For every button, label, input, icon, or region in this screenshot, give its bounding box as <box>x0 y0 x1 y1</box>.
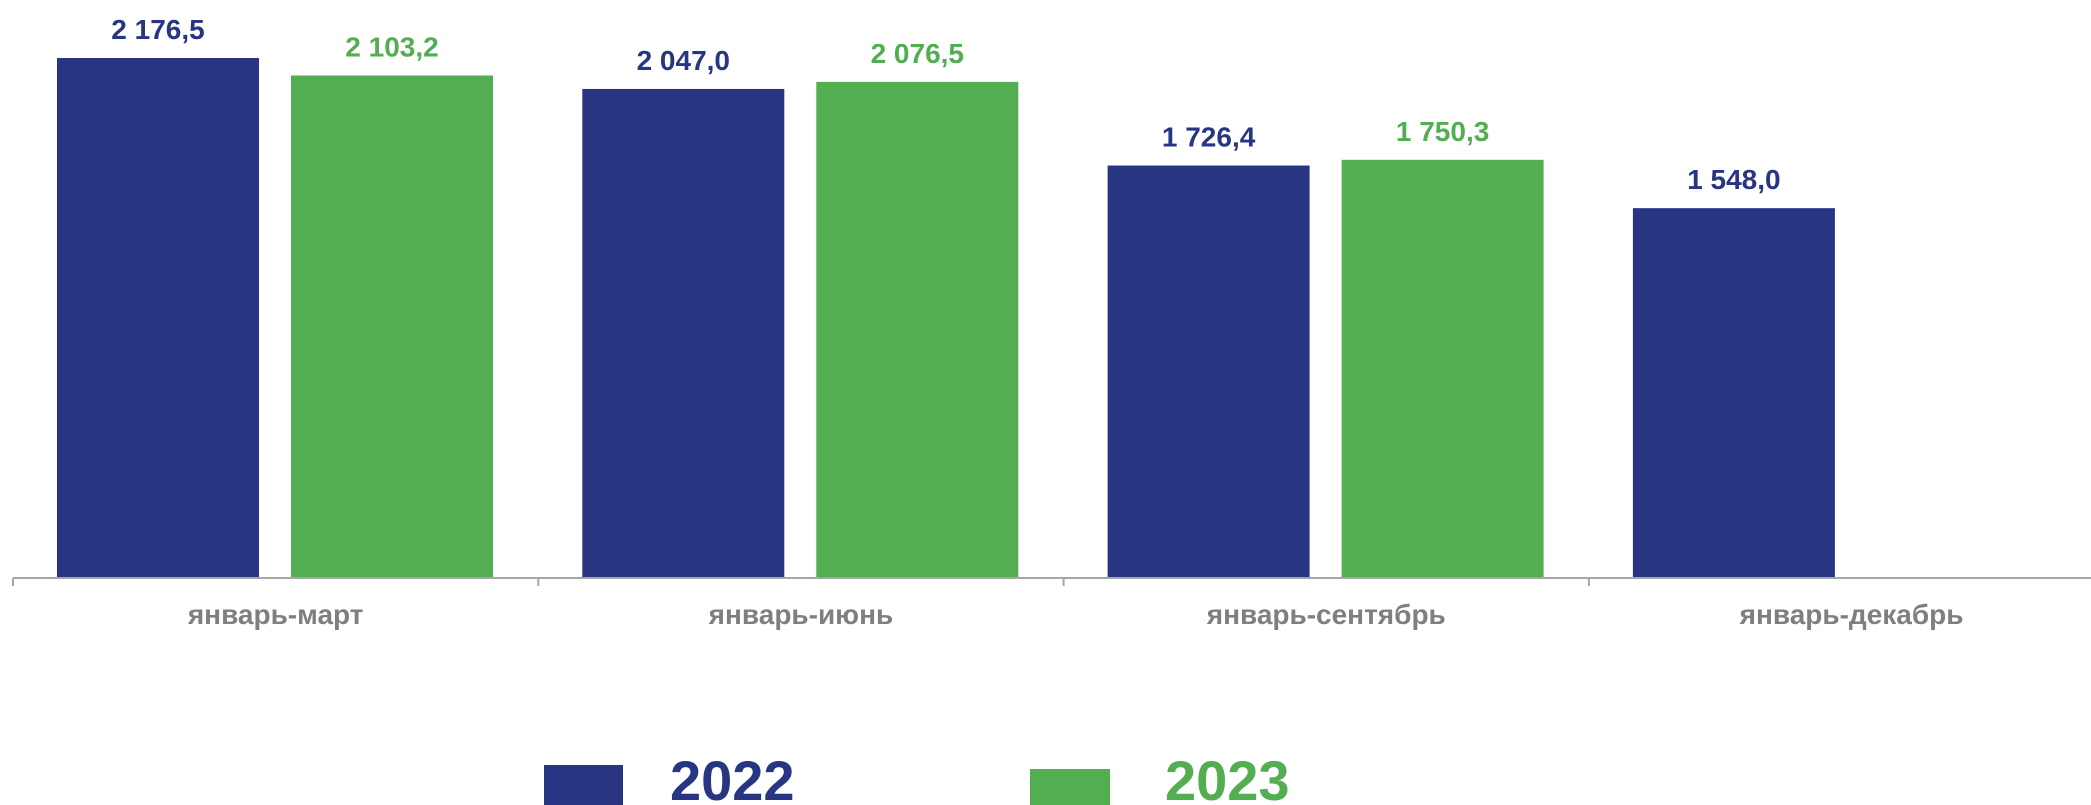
value-label-2022-3: 1 726,4 <box>1162 122 1256 153</box>
value-label-2023-3: 1 750,3 <box>1396 116 1489 147</box>
bar-2022-4 <box>1632 208 1835 578</box>
category-labels-layer: январь-март январь-июнь январь-сентябрь янв… <box>187 599 1964 630</box>
legend-swatch-2022 <box>544 765 623 805</box>
legend-swatch-2023 <box>1030 769 1110 805</box>
bar-2023-3 <box>1341 159 1544 578</box>
legend: 2022 2023 <box>544 749 1290 805</box>
bar-2023-1 <box>291 75 493 579</box>
legend-label-2023: 2023 <box>1165 749 1290 805</box>
value-labels-layer: 2 176,5 2 047,0 1 726,4 1 548,0 2 103,2 2 076… <box>111 14 1780 195</box>
bar-2022-1 <box>57 58 259 578</box>
x-tick-label-2: январь-июнь <box>708 599 894 630</box>
legend-label-2022: 2022 <box>670 749 795 805</box>
value-label-2022-2: 2 047,0 <box>637 45 730 76</box>
x-tick-label-3: январь-сентябрь <box>1206 599 1446 630</box>
x-tick-label-1: январь-март <box>187 599 364 630</box>
value-label-2022-4: 1 548,0 <box>1687 164 1780 195</box>
value-label-2023-2: 2 076,5 <box>871 38 964 69</box>
bar-2022-2 <box>582 88 785 579</box>
value-label-2022-1: 2 176,5 <box>111 14 204 45</box>
bars-layer <box>57 58 1835 579</box>
x-tick-label-4: январь-декабрь <box>1739 599 1964 630</box>
bar-2022-3 <box>1107 165 1310 578</box>
bar-2023-2 <box>816 81 1019 578</box>
value-label-2023-1: 2 103,2 <box>345 32 438 63</box>
x-axis <box>12 577 2091 586</box>
